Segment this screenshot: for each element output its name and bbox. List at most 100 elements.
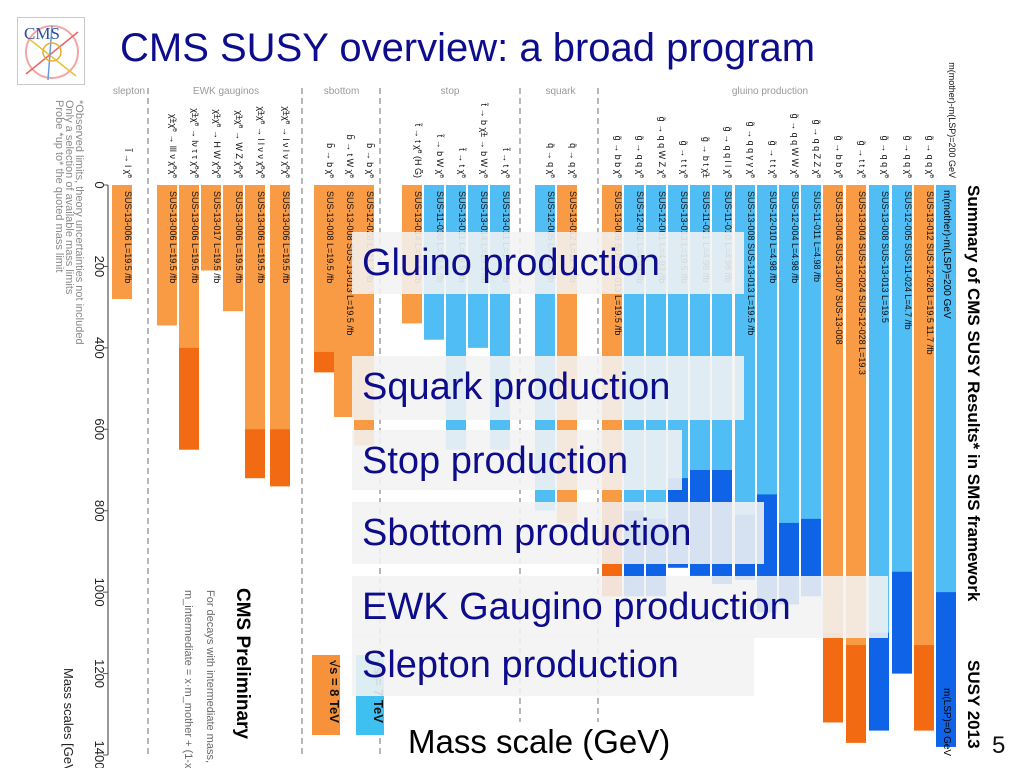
bar-process-label: g̃ → q q χ̃⁰ (880, 135, 890, 178)
chart-note: Probe *up to* the quoted mass limit (53, 100, 65, 272)
bar-process-label: t̃ → b χ̃± → b W χ̃⁰ (479, 102, 489, 178)
bar-dark (936, 592, 956, 747)
legend-footer: m(LSP)=0 GeV (941, 688, 952, 756)
legend-header: m(mother)-m(LSP)=200 GeV (941, 190, 952, 319)
cms-logo-graphic (18, 18, 84, 84)
overlay-label-box (352, 430, 682, 490)
bar-analysis-label: SUS-12-010 L=4.98 /fb (768, 191, 778, 283)
bar-process-label: χ̃±χ̃⁰ → lν τ τ χ̃⁰χ̃⁰ (190, 108, 200, 178)
bar-dark (314, 351, 334, 373)
bar-process-label: g̃ → q q χ̃⁰ (925, 135, 935, 178)
bar-process-label: g̃ → b b χ̃⁰ (834, 135, 844, 178)
bar-process-label: g̃ → q q W W χ̃⁰ (790, 113, 800, 178)
bar-analysis-label: SUS-13-008 SUS-13-013 L=19.5 /fb (746, 191, 756, 335)
bar-analysis-label: SUS-13-006 L=19.5 /fb (281, 191, 291, 283)
bar-dark (846, 645, 866, 743)
y-tick-label: 200 (92, 256, 107, 278)
mass-scale-caption-text: Mass scale (GeV) (408, 723, 671, 760)
cms-logo: CMS (17, 17, 85, 85)
bar-process-label: χ̃±χ̃⁰ → W Z χ̃⁰χ̃⁰ (234, 110, 244, 178)
bar-analysis-label: SUS-13-012 SUS-12-028 L=19.5 11.7 /fb (925, 191, 935, 355)
intermediate-note: m_intermediate = x·m_mother + (1-x)·m_ls… (182, 590, 194, 768)
bar-process-label: g̃ → q q Z Z χ̃⁰ (812, 119, 822, 178)
bar-analysis-label: SUS-13-006 L=19.5 /fb (168, 191, 178, 283)
bar-light (223, 185, 243, 312)
legend-label: √s = 8 TeV (327, 660, 342, 723)
bar-analysis-label: SUS-13-006 L=19.5 /fb (123, 191, 133, 283)
bar-process-label: q̃ → q χ̃⁰ (568, 143, 578, 178)
overlay-label: Stop production (362, 440, 629, 482)
bar-analysis-label: SUS-13-008 L=19.5 /fb (325, 191, 335, 283)
bar-light (245, 185, 265, 479)
group-header-label: gluino production (732, 86, 808, 97)
bar-process-label: g̃ → b b χ̃⁰ (613, 135, 623, 178)
group-header-label: sbottom (324, 86, 360, 97)
bar-process-label: g̃ → t t χ̃⁰ (679, 140, 689, 178)
conference-label: SUSY 2013 (964, 660, 983, 749)
bar-analysis-label: SUS-12-005 SUS-11-024 L=4.7 /fb (903, 191, 913, 330)
bar-dark (892, 571, 912, 674)
overlay-label: Gluino production (362, 242, 660, 284)
bar-light (270, 185, 290, 487)
bar-dark (869, 632, 889, 731)
bar-process-label: χ̃±χ̃⁰ → lll ν χ̃⁰χ̃⁰ (168, 114, 178, 179)
overlay-label: Slepton production (362, 644, 679, 686)
bar-process-label: g̃ → q q γ γ χ̃⁰ (746, 121, 756, 178)
overlay-label: Sbottom production (362, 512, 692, 554)
y-tick-label: 600 (92, 418, 107, 440)
chart-title: Summary of CMS SUSY Results* in SMS fram… (964, 185, 983, 602)
y-tick-label: 800 (92, 500, 107, 522)
bar-light (201, 185, 221, 271)
bar-dark (245, 429, 265, 479)
bar-analysis-label: SUS-13-004 SUS-13-007 SUS-13-008 (834, 191, 844, 345)
overlay-label-box (352, 232, 744, 294)
bar-analysis-label: SUS-13-006 L=19.5 /fb (190, 191, 200, 283)
bar-light (334, 185, 354, 418)
bar-analysis-label: SUS-13-008 SUS-13-013 L=19.5 (880, 191, 890, 323)
group-header-label: stop (441, 86, 460, 97)
bar-process-label: m(mother)-m(LSP)=200 GeV (947, 62, 957, 178)
y-tick-label: 1200 (92, 659, 107, 688)
intermediate-note: For decays with intermediate mass, (204, 590, 216, 763)
bar-process-label: χ̃±χ̃⁰ → l l ν ν χ̃⁰χ̃⁰ (256, 106, 266, 178)
bar-dark (270, 429, 290, 487)
bar-process-label: g̃ → t t χ̃⁰ (768, 140, 778, 178)
group-header-label: squark (545, 86, 576, 97)
bar-process-label: t̃ → t χ̃⁰ (H G̃) (413, 122, 423, 178)
bar-light (112, 185, 132, 299)
bar-process-label: g̃ → t t χ̃⁰ (857, 140, 867, 178)
overlay-label-box (352, 502, 764, 564)
chart-note: Only a selection of available mass limit… (63, 100, 75, 295)
bar-light (779, 185, 799, 605)
bar-analysis-label: SUS-13-008 SUS-13-013 L=19.5 /fb (345, 191, 355, 335)
bar-dark (179, 347, 199, 450)
bar-process-label: l̃ → l χ̃⁰ (123, 148, 134, 179)
bar-process-label: χ̃±χ̃⁰ → l ν l ν χ̃⁰χ̃⁰ (281, 106, 291, 178)
preliminary-label: CMS Preliminary (232, 588, 253, 739)
bar-light (892, 185, 912, 674)
bar-process-label: t̃ → b W χ̃⁰ (435, 133, 445, 178)
bar-analysis-label: SUS-12-004 L=4.98 /fb (790, 191, 800, 283)
y-tick-label: 400 (92, 337, 107, 359)
group-header-label: slepton (113, 86, 145, 97)
bar-process-label: b̃ → t W χ̃⁰ (345, 135, 355, 179)
legend-swatch (312, 655, 340, 735)
slide-title: CMS SUSY overview: a broad program (120, 26, 816, 70)
bar-light (314, 185, 334, 373)
bar-dark (914, 645, 934, 731)
bar-process-label: g̃ → b t χ̃± (701, 137, 711, 178)
bar-process-label: t̃ → t χ̃⁰ (501, 147, 511, 179)
bar-analysis-label: SUS-13-006 L=19.5 /fb (234, 191, 244, 283)
slide-number: 5 (992, 732, 1006, 759)
group-header-label: EWK gauginos (193, 86, 259, 97)
overlay-label: EWK Gaugino production (362, 586, 791, 628)
bar-process-label: g̃ → q q χ̃⁰ (635, 135, 645, 178)
bar-analysis-label: SUS-11-011 L=4.98 /fb (812, 191, 822, 282)
chart-note: *Observed limits, theory uncertainties n… (73, 100, 85, 345)
overlay-label-box (352, 356, 744, 420)
bar-light (801, 185, 821, 597)
overlay-label-box (352, 576, 888, 638)
bar-analysis-label: SUS-13-004 SUS-12-024 SUS-12-028 L=19.3 (857, 191, 867, 375)
y-tick-label: 1400 (92, 741, 107, 768)
